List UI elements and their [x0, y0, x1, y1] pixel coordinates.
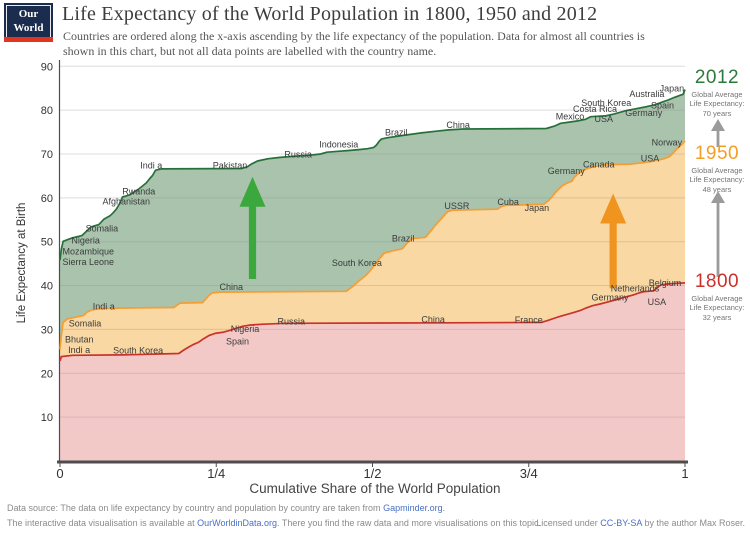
country-label-2012: Indonesia [319, 139, 358, 149]
country-label-2012: Sierra Leone [63, 257, 115, 267]
country-label-2012: Mexico [556, 112, 585, 122]
country-label-2012: Australia [629, 89, 664, 99]
country-label-1800: Russia [277, 317, 305, 327]
country-label-2012: Spain [651, 101, 674, 111]
owid-logo-text: Our World in Data [6, 5, 51, 48]
cc-by-sa-link[interactable]: CC-BY-SA [600, 518, 642, 528]
country-label-2012: Somalia [86, 224, 119, 234]
country-label-2012: Indi a [140, 160, 162, 170]
y-axis-title: Life Expectancy at Birth [16, 203, 28, 324]
country-label-2012: China [446, 120, 470, 130]
trend-arrow [600, 193, 627, 289]
x-axis-title: Cumulative Share of the World Population [249, 481, 500, 496]
country-label-1800: Spain [226, 337, 249, 347]
country-label-1800: Bhutan [65, 335, 94, 345]
y-tick-label: 60 [41, 193, 53, 205]
gray-up-arrow-icon [711, 119, 725, 147]
country-label-1950: South Korea [332, 258, 382, 268]
y-tick-label: 70 [41, 149, 53, 161]
country-label-2012: Mozambique [63, 246, 115, 256]
country-label-1800: France [515, 315, 543, 325]
country-label-1950: Canada [583, 160, 615, 170]
x-tick-label: 0 [56, 466, 63, 481]
country-label-1950: Germany [548, 166, 586, 176]
x-tick-label: 1 [681, 466, 688, 481]
area-2012 [60, 89, 685, 350]
country-label-2012: Germany [625, 108, 663, 118]
subtitle-line1: Countries are ordered along the x-axis a… [63, 29, 645, 43]
country-label-1950: USA [641, 153, 660, 163]
annotation-1800-caption: Global Average Life Expectancy: 32 years [689, 294, 745, 322]
page-title: Life Expectancy of the World Population … [62, 3, 598, 25]
annotation-1950-year: 1950 [694, 143, 740, 164]
country-label-1800: Netherlands [611, 284, 660, 294]
country-label-2012: Russia [284, 149, 312, 159]
gray-up-arrow-icon [711, 191, 725, 277]
page-subtitle: Countries are ordered along the x-axis a… [63, 29, 645, 58]
country-label-1950: Cuba [497, 197, 519, 207]
country-label-2012: Rwanda [122, 186, 155, 196]
gapminder-link[interactable]: Gapminder.org. [383, 503, 446, 513]
country-label-2012: South Korea [581, 98, 631, 108]
y-tick-label: 10 [41, 412, 53, 424]
line-2012 [59, 89, 686, 261]
country-label-1800: Germany [591, 292, 629, 302]
country-label-1800: Belgium [649, 278, 682, 288]
country-label-2012: Pakistan [213, 160, 248, 170]
annotation-1950: 1950 Global Average Life Expectancy: 48 … [686, 144, 748, 194]
country-label-1950: Indi a [93, 302, 115, 312]
country-label-1800: China [421, 314, 445, 324]
country-label-2012: Costa Rica [573, 104, 617, 114]
x-tick-label: 1/4 [207, 466, 225, 481]
line-1800 [59, 282, 686, 362]
footer-data-source: Data source: The data on life expectancy… [7, 503, 446, 513]
y-tick-label: 40 [41, 281, 53, 293]
country-label-2012: Afghanistan [102, 196, 150, 206]
x-tick-label: 1/2 [363, 466, 381, 481]
y-tick-label: 30 [41, 324, 53, 336]
country-label-1950: Brazil [392, 234, 415, 244]
area-1800 [60, 282, 685, 461]
country-label-1950: Norway [652, 138, 683, 148]
country-label-1950: Somalia [69, 318, 102, 328]
footer-visualisation-note: The interactive data visualisation is av… [7, 518, 541, 528]
area-1950 [60, 140, 685, 361]
annotation-1800: 1800 Global Average Life Expectancy: 32 … [686, 272, 748, 322]
country-label-1950: China [219, 282, 243, 292]
annotation-1800-year: 1800 [694, 271, 740, 292]
subtitle-line2: shown in this chart, but not all data po… [63, 43, 437, 58]
line-1950 [59, 140, 686, 350]
country-label-1950: USSR [444, 201, 470, 211]
annotation-2012-year: 2012 [694, 67, 740, 88]
x-tick-label: 3/4 [520, 466, 538, 481]
logo-red-stripe [4, 37, 53, 42]
footer-license: Licensed under CC-BY-SA by the author Ma… [536, 518, 745, 528]
y-tick-label: 20 [41, 368, 53, 380]
y-tick-label: 90 [41, 61, 53, 73]
country-label-2012: Japan [660, 84, 685, 94]
y-tick-label: 50 [41, 237, 53, 249]
logo-line1: Our World [13, 8, 44, 34]
annotation-2012-caption: Global Average Life Expectancy: 70 years [689, 90, 745, 118]
country-label-1950: Japan [525, 203, 550, 213]
owid-logo[interactable]: Our World in Data [4, 3, 53, 48]
country-label-1800: Nigeria [231, 324, 260, 334]
annotation-2012: 2012 Global Average Life Expectancy: 70 … [686, 68, 748, 118]
annotation-1950-caption: Global Average Life Expectancy: 48 years [689, 166, 745, 194]
country-label-2012: USA [594, 114, 613, 124]
trend-arrow [239, 176, 266, 279]
country-label-1800: South Korea [113, 345, 163, 355]
y-tick-label: 80 [41, 105, 53, 117]
country-label-1800: USA [648, 297, 667, 307]
country-label-1800: Indi a [68, 345, 90, 355]
country-label-2012: Brazil [385, 127, 408, 137]
ourworldindata-link[interactable]: OurWorldinData.org [197, 518, 277, 528]
country-label-2012: Nigeria [71, 235, 100, 245]
